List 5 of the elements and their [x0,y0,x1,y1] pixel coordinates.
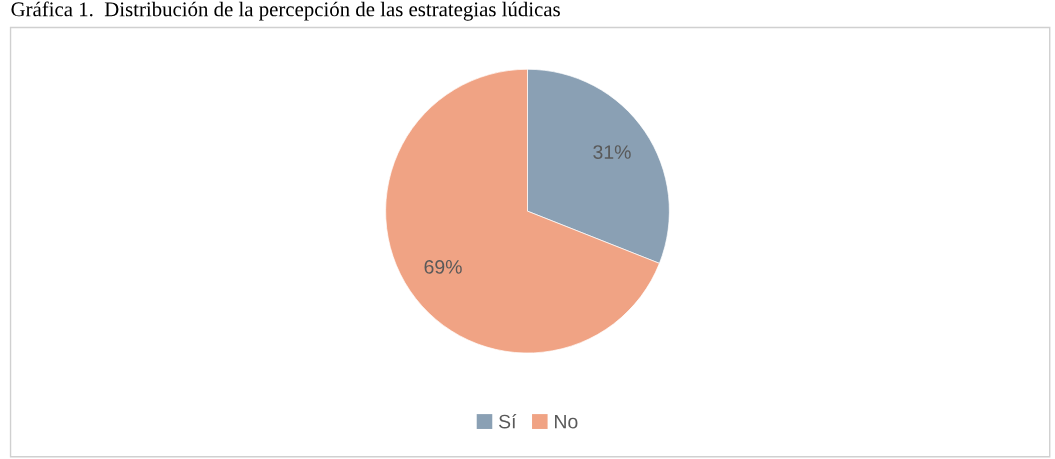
chart-title: Gráfica 1. Distribución de la percepción de las estrategias lúdicas [11,1,560,21]
data-label: 69% [424,260,462,274]
legend-label: Sí [498,413,517,429]
legend-label: No [555,414,578,429]
data-label: 31% [593,145,631,159]
